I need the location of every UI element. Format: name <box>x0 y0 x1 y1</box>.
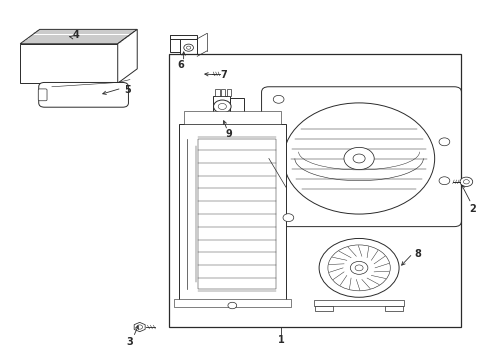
Text: 2: 2 <box>468 204 475 214</box>
Polygon shape <box>118 30 137 83</box>
Bar <box>183 111 281 125</box>
Bar <box>173 300 290 307</box>
Circle shape <box>438 177 449 185</box>
Text: 5: 5 <box>124 85 131 95</box>
Bar <box>170 35 197 39</box>
FancyBboxPatch shape <box>38 89 47 101</box>
Bar <box>230 98 244 115</box>
Bar <box>170 35 180 52</box>
Circle shape <box>218 103 226 109</box>
Text: 1: 1 <box>277 335 284 345</box>
Text: 4: 4 <box>73 30 80 40</box>
Circle shape <box>227 302 236 309</box>
Circle shape <box>273 95 284 103</box>
Bar <box>215 89 219 96</box>
Bar <box>221 89 225 96</box>
Polygon shape <box>20 30 137 44</box>
Text: 3: 3 <box>126 337 133 347</box>
Bar <box>180 39 197 56</box>
Bar <box>314 300 403 306</box>
Bar <box>226 89 231 96</box>
Polygon shape <box>134 322 145 332</box>
Circle shape <box>352 154 365 163</box>
Text: 8: 8 <box>413 248 420 258</box>
Circle shape <box>349 261 367 274</box>
Polygon shape <box>20 44 118 83</box>
Bar <box>198 139 276 289</box>
Text: 9: 9 <box>225 129 232 139</box>
Circle shape <box>459 177 472 186</box>
Circle shape <box>438 138 449 146</box>
Circle shape <box>283 103 434 214</box>
Circle shape <box>463 180 468 184</box>
Polygon shape <box>202 70 211 78</box>
Circle shape <box>327 245 389 291</box>
Circle shape <box>203 72 209 76</box>
Circle shape <box>183 44 193 51</box>
Circle shape <box>213 100 231 113</box>
FancyBboxPatch shape <box>39 82 128 107</box>
Bar <box>385 306 402 311</box>
Circle shape <box>319 238 398 297</box>
Circle shape <box>354 265 363 271</box>
Text: 6: 6 <box>177 60 184 70</box>
Circle shape <box>137 325 142 329</box>
Bar <box>168 54 461 327</box>
Text: 7: 7 <box>220 70 226 80</box>
Circle shape <box>283 214 293 222</box>
Bar <box>315 306 332 311</box>
Bar <box>212 96 230 117</box>
Circle shape <box>343 147 373 170</box>
Bar <box>178 125 285 304</box>
Circle shape <box>186 46 190 49</box>
